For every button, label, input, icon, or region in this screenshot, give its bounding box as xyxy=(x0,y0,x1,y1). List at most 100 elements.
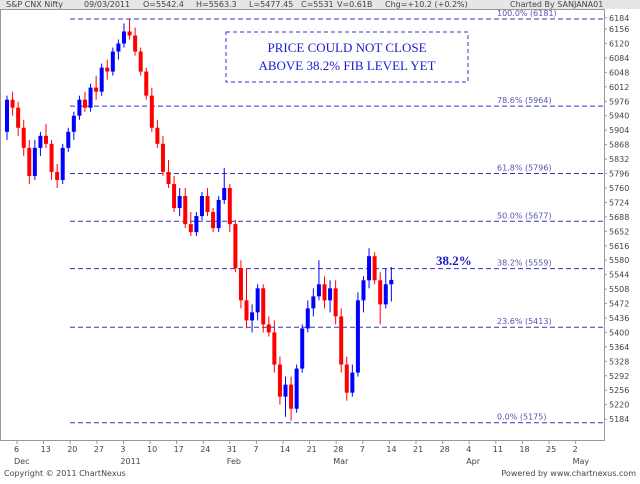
change: Chg=+10.2 (+0.2%) xyxy=(385,0,468,9)
x-tick-label: 21 xyxy=(307,445,317,454)
y-tick-label: 5184 xyxy=(609,415,629,424)
x-tick-label: 14 xyxy=(280,445,290,454)
x-tick-label: 2 xyxy=(573,445,578,454)
x-tick-label: 10 xyxy=(147,445,157,454)
x-tick-label: 27 xyxy=(94,445,104,454)
x-tick-label: 13 xyxy=(41,445,51,454)
candle-body xyxy=(227,187,232,225)
level-note: 38.2% xyxy=(436,253,472,268)
candle-body xyxy=(160,143,165,172)
candle-body xyxy=(183,196,188,225)
candle-body xyxy=(121,31,126,44)
y-tick-label: 5580 xyxy=(609,256,629,265)
y-tick-label: 5868 xyxy=(609,141,629,150)
x-tick-label: 24 xyxy=(200,445,210,454)
candle-body xyxy=(328,288,333,301)
candle-body xyxy=(66,131,71,148)
candle-body xyxy=(138,51,143,72)
candle-body xyxy=(372,256,377,281)
symbol: S&P CNX Nifty xyxy=(6,0,63,9)
annotation-line: ABOVE 38.2% FIB LEVEL YET xyxy=(258,58,435,73)
fib-label: 0.0% (5175) xyxy=(497,413,546,422)
candle-body xyxy=(389,279,394,285)
open: O=5542.4 xyxy=(143,0,184,9)
candle-body xyxy=(38,135,43,148)
x-tick-label: 28 xyxy=(440,445,450,454)
x-tick-label: 11 xyxy=(493,445,503,454)
y-tick-label: 5976 xyxy=(609,97,629,106)
candle-body xyxy=(305,308,310,329)
candle-body xyxy=(277,364,282,397)
candle-body xyxy=(94,87,99,92)
y-tick-label: 6012 xyxy=(609,83,629,92)
candle-body xyxy=(16,107,21,128)
y-tick-label: 5256 xyxy=(609,386,629,395)
credit: Charted By SANJANA01 xyxy=(510,0,603,9)
candle-body xyxy=(27,147,32,176)
candle-body xyxy=(311,296,316,309)
candle-body xyxy=(244,300,249,321)
candle-body xyxy=(294,368,299,409)
candle-body xyxy=(266,324,271,333)
low: L=5477.45 xyxy=(249,0,293,9)
month-label: Mar xyxy=(333,457,349,466)
candle-body xyxy=(205,196,210,213)
annotation-box xyxy=(225,31,469,83)
plot-border xyxy=(0,9,605,441)
candle-body xyxy=(99,67,104,92)
candle-body xyxy=(289,384,294,409)
x-tick-label: 4 xyxy=(466,445,471,454)
candle-body xyxy=(116,43,121,52)
candle-body xyxy=(105,67,110,72)
volume: V=0.61B xyxy=(337,0,372,9)
y-tick-label: 6120 xyxy=(609,40,629,49)
fib-label: 38.2% (5559) xyxy=(497,259,552,268)
y-tick-label: 5652 xyxy=(609,227,629,236)
powered-by: Powered by www.chartnexus.com xyxy=(501,469,636,478)
candle-body xyxy=(144,71,149,96)
fib-label: 78.6% (5964) xyxy=(497,96,552,105)
candle-body xyxy=(238,268,243,301)
candle-body xyxy=(43,135,48,144)
candle-body xyxy=(355,300,360,373)
x-tick-label: 7 xyxy=(253,445,258,454)
x-tick-label: 25 xyxy=(546,445,556,454)
candle-body xyxy=(322,284,327,301)
candle-body xyxy=(339,316,344,365)
date: 09/03/2011 xyxy=(84,0,130,9)
month-label: May xyxy=(573,457,590,466)
candle-body xyxy=(88,87,93,108)
candle-body xyxy=(361,280,366,301)
y-tick-label: 5436 xyxy=(609,314,629,323)
y-tick-label: 5544 xyxy=(609,271,629,280)
y-tick-label: 5400 xyxy=(609,328,629,337)
candle-body xyxy=(383,284,388,305)
y-tick-label: 6184 xyxy=(609,14,629,23)
y-tick-label: 5760 xyxy=(609,184,629,193)
candle-body xyxy=(233,224,238,269)
candle-body xyxy=(49,143,54,172)
candle-body xyxy=(216,200,221,229)
annotation-line: PRICE COULD NOT CLOSE xyxy=(267,40,426,55)
y-tick-label: 6048 xyxy=(609,68,629,77)
candle-body xyxy=(261,288,266,325)
candle-body xyxy=(250,312,255,321)
y-tick-label: 5328 xyxy=(609,357,629,366)
month-label: Feb xyxy=(227,457,241,466)
candle-body xyxy=(10,99,15,108)
header-bar xyxy=(0,0,640,9)
y-tick-label: 6156 xyxy=(609,25,629,34)
y-tick-label: 5904 xyxy=(609,126,629,135)
candle-body xyxy=(222,187,227,201)
candle-body xyxy=(177,196,182,209)
candle-body xyxy=(60,147,65,180)
x-tick-label: 3 xyxy=(120,445,125,454)
y-tick-label: 5616 xyxy=(609,242,629,251)
y-tick-label: 5724 xyxy=(609,198,629,207)
candle-body xyxy=(350,372,355,393)
candle-body xyxy=(194,216,199,233)
high: H=5563.3 xyxy=(196,0,237,9)
y-tick-label: 5832 xyxy=(609,155,629,164)
